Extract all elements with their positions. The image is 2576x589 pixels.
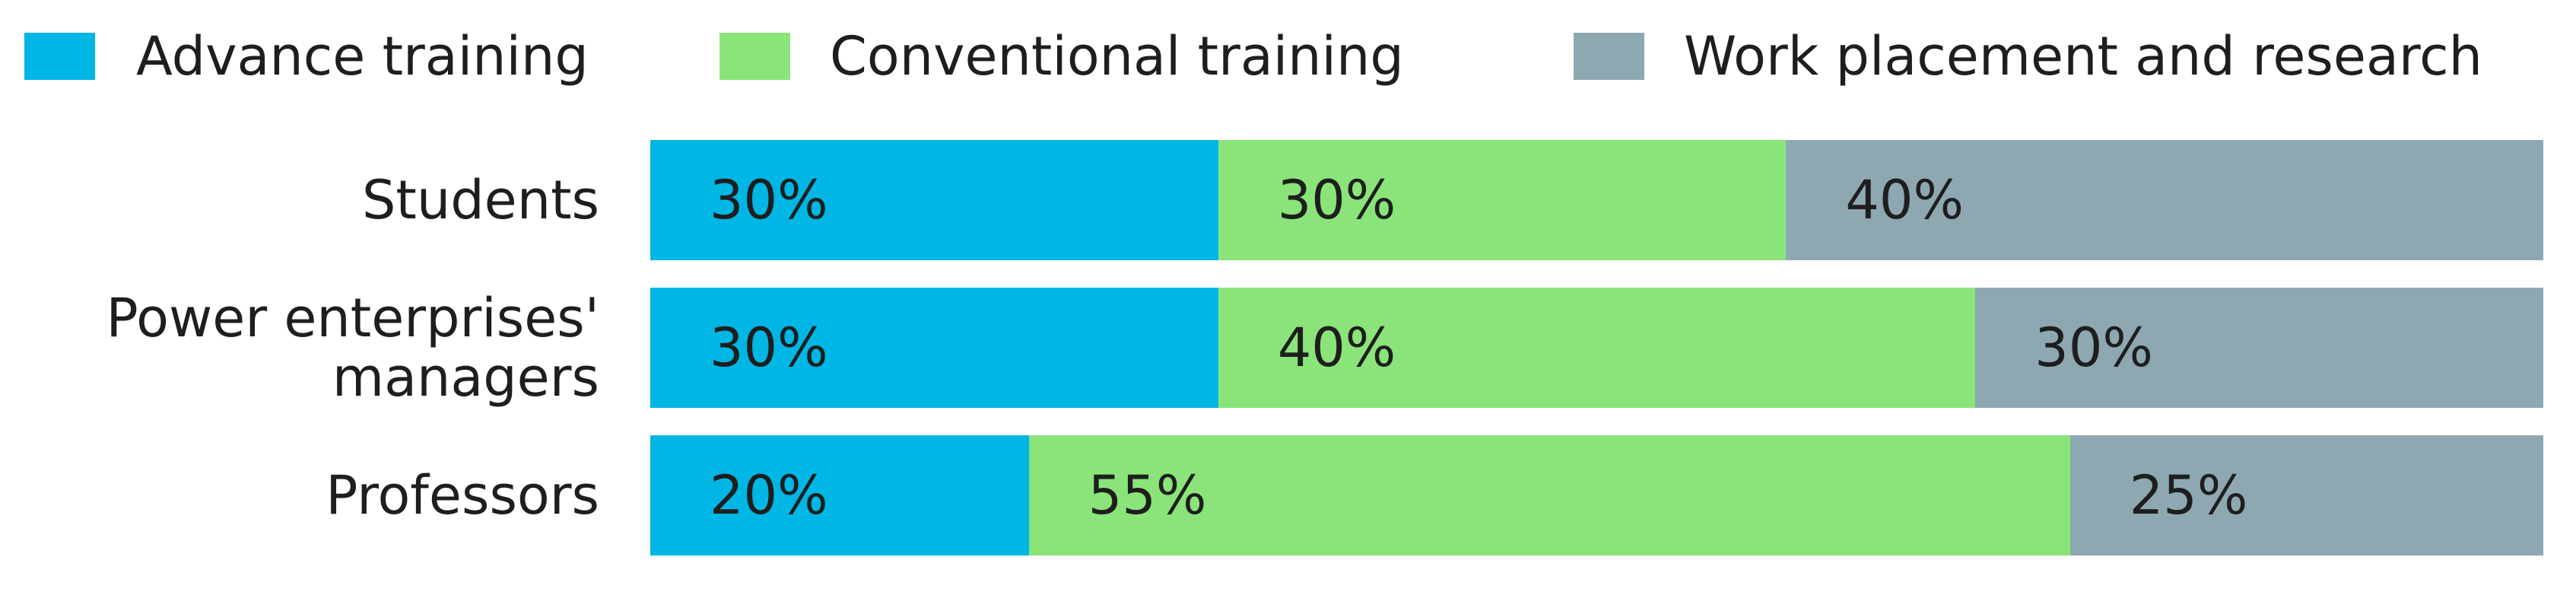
value-label: 55% (1088, 464, 1207, 527)
legend-label: Work placement and research (1684, 25, 2482, 88)
bar-segment (1975, 288, 2543, 408)
category-text: Students (361, 169, 599, 231)
category-label: Power enterprises' managers (67, 288, 599, 408)
category-label: Students (67, 140, 599, 260)
legend-label: Advance training (136, 25, 589, 88)
legend-swatch (1574, 33, 1644, 80)
bar-segment (650, 140, 1218, 260)
value-label: 20% (710, 464, 828, 527)
value-label: 30% (1277, 169, 1396, 231)
value-label: 30% (2034, 317, 2153, 379)
bar-segment (2069, 435, 2543, 556)
bar-segment (1218, 140, 1787, 260)
legend-swatch (24, 33, 95, 80)
category-text: Power enterprises' managers (106, 287, 599, 409)
bar-segment (650, 435, 1029, 556)
category-label: Professors (67, 435, 599, 556)
value-label: 30% (710, 169, 828, 231)
category-text: Professors (326, 464, 599, 527)
bar-segment (1786, 140, 2543, 260)
value-label: 30% (710, 317, 828, 379)
value-label: 40% (1277, 317, 1396, 379)
legend-swatch (719, 33, 790, 80)
legend-label: Conventional training (830, 25, 1404, 88)
bar-segment (1028, 435, 2070, 556)
bar-segment (1218, 288, 1976, 408)
value-label: 25% (2129, 464, 2248, 527)
value-label: 40% (1845, 169, 1964, 231)
bar-segment (650, 288, 1218, 408)
